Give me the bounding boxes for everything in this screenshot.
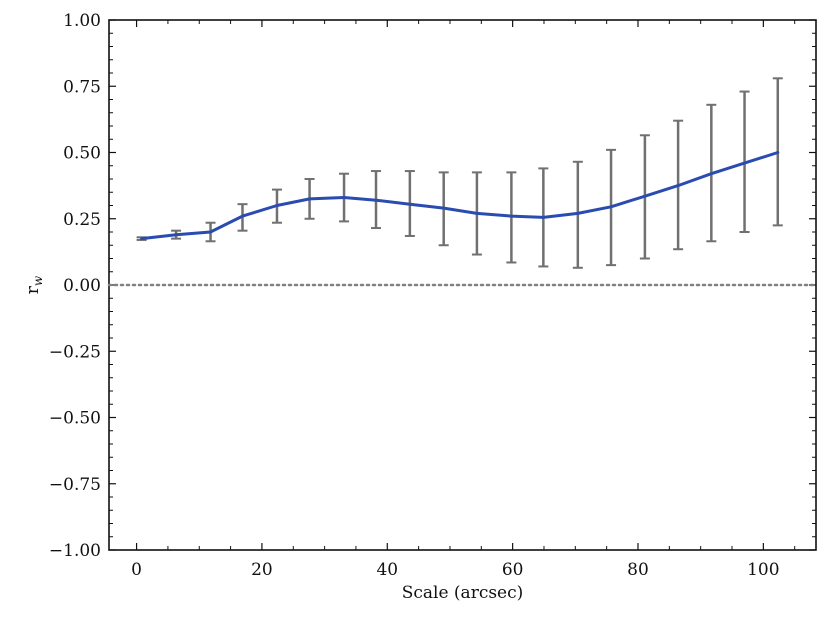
y-tick-label: 0.25 <box>63 210 101 230</box>
y-axis-label-main: r <box>23 285 43 294</box>
y-tick-label: 0.50 <box>63 144 101 164</box>
y-axis-label-subscript: w <box>31 275 45 286</box>
x-tick-label: 40 <box>376 560 398 580</box>
series-line-rw <box>140 151 780 241</box>
x-tick-label: 80 <box>627 560 649 580</box>
x-tick-label: 20 <box>251 560 273 580</box>
x-tick-label: 0 <box>131 560 142 580</box>
y-tick-label: −0.25 <box>49 342 101 362</box>
axis-tick-labels: 0 20 40 60 80 100 −1.00 −0.75 −0.50 −0.25 0.00 0.25… <box>49 11 780 580</box>
y-tick-label: 0.00 <box>63 276 101 296</box>
y-tick-label: 0.75 <box>63 77 101 97</box>
y-tick-label: −0.50 <box>49 409 101 429</box>
x-tick-label: 60 <box>502 560 524 580</box>
error-bars <box>136 77 783 269</box>
y-axis-label: rw <box>23 275 45 294</box>
y-tick-label: −0.75 <box>49 475 101 495</box>
axis-ticks <box>109 19 816 551</box>
y-tick-label: −1.00 <box>49 541 101 561</box>
y-tick-label: 1.00 <box>63 11 101 31</box>
x-tick-label: 100 <box>747 560 779 580</box>
x-axis-label: Scale (arcsec) <box>402 583 524 603</box>
